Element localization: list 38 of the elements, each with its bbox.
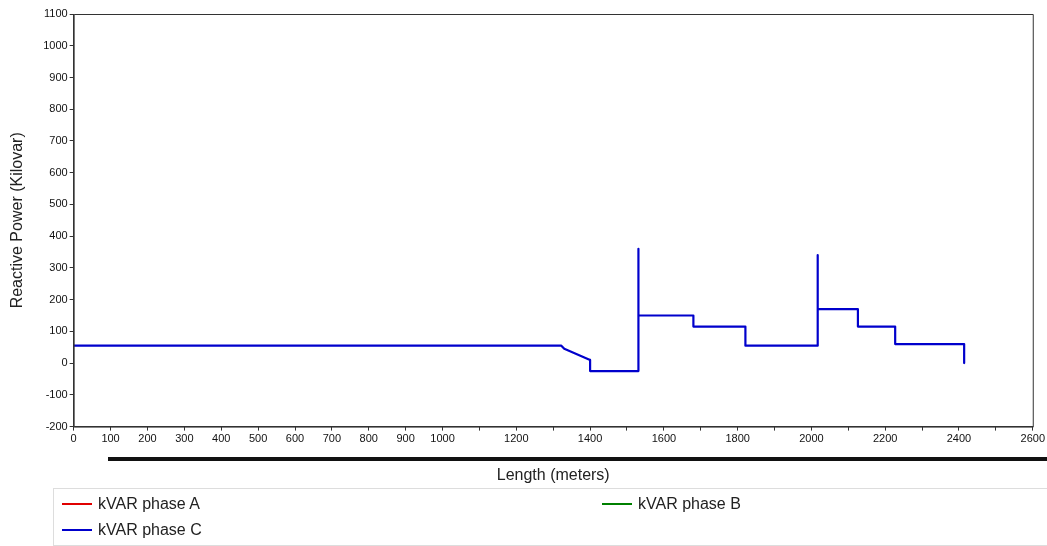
x-tick-label: 300 [175, 432, 194, 445]
legend-label: kVAR phase C [98, 521, 202, 539]
x-tick-label: 2600 [1020, 432, 1046, 445]
x-tick-label: 900 [396, 432, 415, 445]
y-tick-label: 400 [49, 229, 68, 242]
y-tick-label: 200 [49, 292, 68, 305]
x-tick-label: 1600 [651, 432, 677, 445]
x-tick-label: 0 [70, 432, 77, 445]
x-tick-label: 1400 [577, 432, 603, 445]
y-axis-title: Reactive Power (Kilovar) [8, 132, 26, 309]
y-tick-label: 100 [49, 324, 68, 337]
y-tick-label: 0 [61, 356, 68, 369]
y-tick-label: 900 [49, 70, 68, 83]
y-tick-label: 1100 [44, 7, 68, 20]
x-tick-label: 1000 [430, 432, 455, 445]
x-tick-label: 500 [248, 432, 268, 445]
x-tick-label: 2400 [946, 432, 972, 445]
x-tick-label: 600 [285, 432, 305, 445]
x-tick-label: 1200 [504, 432, 529, 445]
x-tick-label: 1800 [725, 432, 750, 445]
y-tick-label: -200 [45, 419, 68, 432]
x-axis-title: Length (meters) [496, 465, 610, 483]
y-tick-label: 700 [49, 133, 68, 146]
x-tick-label: 700 [322, 432, 342, 445]
y-tick-label: 500 [49, 197, 68, 210]
y-tick-label: 800 [49, 102, 68, 115]
y-tick-label: 600 [49, 165, 68, 178]
y-tick-label: 300 [49, 260, 68, 273]
legend-label: kVAR phase A [98, 495, 200, 513]
x-tick-label: 800 [359, 432, 378, 445]
x-tick-label: 2200 [872, 432, 898, 445]
legend-label: kVAR phase B [638, 495, 741, 513]
x-tick-label: 2000 [799, 432, 824, 445]
x-tick-label: 400 [212, 432, 231, 445]
x-tick-label: 200 [138, 432, 157, 445]
x-tick-label: 100 [101, 432, 120, 445]
y-tick-label: -100 [45, 387, 68, 400]
y-tick-label: 1000 [43, 38, 68, 51]
